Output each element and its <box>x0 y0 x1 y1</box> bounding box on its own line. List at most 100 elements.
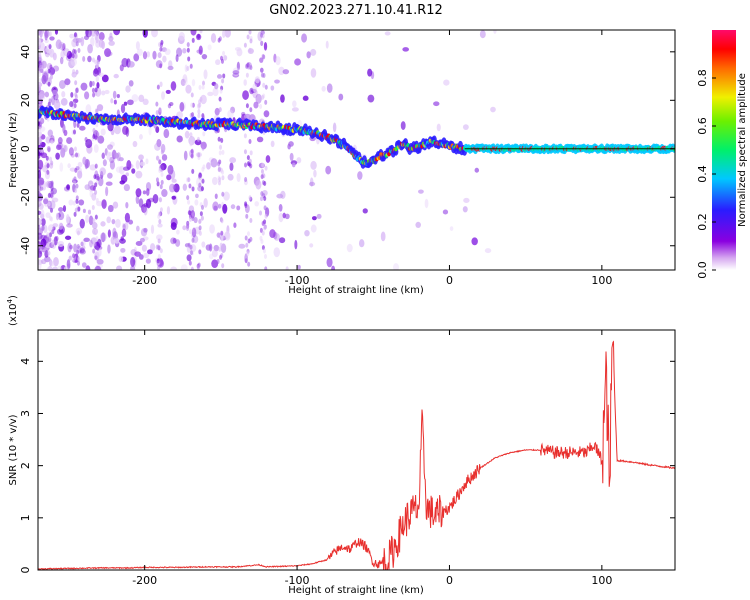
spectrogram-noise-point <box>443 79 450 86</box>
spectrogram-noise-point <box>259 57 264 63</box>
spectrogram-streak-point <box>216 258 220 264</box>
spectrogram-noise-point <box>462 124 469 130</box>
spectrogram-streak-point <box>249 217 253 223</box>
spectrogram-noise-point <box>135 41 140 51</box>
spectrogram-noise-point <box>238 243 246 249</box>
spectrogram-streak-point <box>196 264 200 270</box>
spectrogram-streak-point <box>74 53 78 59</box>
spectrogram-noise-point <box>58 222 64 230</box>
spectrogram-streak-point <box>94 214 98 220</box>
spectrogram-noise-point <box>203 69 208 80</box>
spectrogram-streak-point <box>191 37 195 43</box>
spectrogram-streak-point <box>92 218 96 224</box>
spectrogram-noise-point <box>38 232 43 240</box>
spectrogram-streak-point <box>48 215 52 221</box>
spectrogram-noise-point <box>85 30 92 38</box>
spectrogram-noise-point <box>98 31 105 41</box>
spectrogram-noise-point <box>39 126 46 132</box>
spectrogram-noise-point <box>126 160 132 170</box>
spectrogram-streak-point <box>92 241 96 247</box>
spectrogram-streak-point <box>262 248 266 254</box>
spectrogram-streak-point <box>76 260 80 266</box>
spectrogram-noise-point <box>39 101 43 107</box>
spectrogram-streak-point <box>189 141 193 147</box>
spectrogram-noise-point <box>208 243 213 252</box>
spectrogram-noise-point <box>38 201 42 208</box>
spectrogram-noise-point <box>57 137 63 145</box>
spectrogram-noise-point <box>270 140 275 148</box>
spectrogram-noise-point <box>310 68 317 78</box>
spectrogram-streak-point <box>199 211 203 217</box>
spectrogram-streak-point <box>261 220 265 226</box>
spectrogram-noise-point <box>332 122 337 133</box>
spectrogram-noise-point <box>415 221 421 229</box>
spectrogram-noise-point <box>169 183 176 193</box>
spectrogram-noise-point <box>138 154 144 161</box>
spectrogram-noise-point <box>151 30 158 38</box>
spectrogram-noise-point <box>139 134 143 140</box>
spectrogram-noise-point <box>146 51 151 58</box>
spectrogram-streak-point <box>158 211 162 217</box>
spectrogram-noise-point <box>57 240 65 247</box>
spectrogram-noise-point <box>367 68 373 77</box>
spectrogram-streak-point <box>48 76 52 82</box>
spectrogram-noise-point <box>79 247 85 254</box>
spectrogram-noise-point <box>236 48 243 57</box>
spectrogram-noise-point <box>58 79 66 89</box>
spectrogram-streak-point <box>49 156 53 162</box>
spectrogram-noise-point <box>280 94 285 103</box>
spectrogram-noise-point <box>43 198 49 205</box>
spectrogram-noise-point <box>436 123 441 132</box>
spectrogram-noise-point <box>113 99 117 105</box>
spectrogram-noise-point <box>57 141 63 150</box>
spectrogram-streak-point <box>187 210 191 216</box>
spectrogram-noise-point <box>113 73 119 79</box>
spectrogram-noise-point <box>38 203 44 210</box>
colorbar-tick-label: 0.6 <box>696 117 709 135</box>
spectrogram-streak-point <box>218 203 222 209</box>
spectrogram-streak-point <box>222 73 226 79</box>
spectrogram-noise-point <box>338 93 344 101</box>
spectrogram-streak-point <box>156 84 160 90</box>
spectrogram-noise-point <box>285 266 289 270</box>
spectrogram-streak-point <box>247 261 251 267</box>
spectrogram-noise-point <box>176 229 180 235</box>
spectrogram-noise-point <box>301 33 307 43</box>
spectrogram-noise-point <box>51 95 56 106</box>
spectrogram-noise-point <box>183 76 188 86</box>
spectrogram-noise-point <box>66 184 70 190</box>
spectrogram-noise-point <box>223 55 228 61</box>
spectrogram-noise-point <box>471 237 478 246</box>
spectrogram-noise-point <box>256 136 264 143</box>
spectrogram-streak-point <box>94 87 98 93</box>
spectrogram-streak-point <box>77 48 81 54</box>
spectrogram-noise-point <box>214 83 219 90</box>
spectrogram-noise-point <box>321 85 326 92</box>
spectrogram-streak-point <box>249 38 253 44</box>
spectrogram-noise-point <box>216 74 223 79</box>
spectrogram-noise-point <box>77 161 83 168</box>
spectrogram-noise-point <box>326 257 333 268</box>
spectrogram-streak-point <box>160 179 164 185</box>
spectrogram-noise-point <box>127 99 134 106</box>
spectrogram-noise-point <box>191 227 197 238</box>
spectrogram-y-tick-label: 40 <box>19 45 32 59</box>
spectrogram-streak-point <box>158 219 162 225</box>
spectrogram-streak-point <box>201 166 205 172</box>
spectrogram-noise-point <box>207 44 212 51</box>
snr-y-ticks: 0 1 2 3 4 <box>19 358 675 574</box>
spectrogram-streak-point <box>77 206 81 212</box>
spectrogram-noise-point <box>278 203 283 212</box>
spectrogram-noise-point <box>50 200 56 210</box>
colorbar-tick-label: 0.0 <box>696 261 709 279</box>
spectrogram-noise-point <box>60 98 68 106</box>
spectrogram-streak-point <box>91 87 95 93</box>
spectrogram-streak-point <box>95 236 99 242</box>
spectrogram-streak-point <box>190 102 194 108</box>
spectrogram-noise-point <box>212 201 219 212</box>
spectrogram-noise-point <box>38 232 42 242</box>
spectrogram-streak-point <box>74 207 78 213</box>
spectrogram-noise-point <box>224 230 230 239</box>
spectrogram-noise-point <box>150 243 156 252</box>
spectrogram-noise-point <box>81 245 86 251</box>
